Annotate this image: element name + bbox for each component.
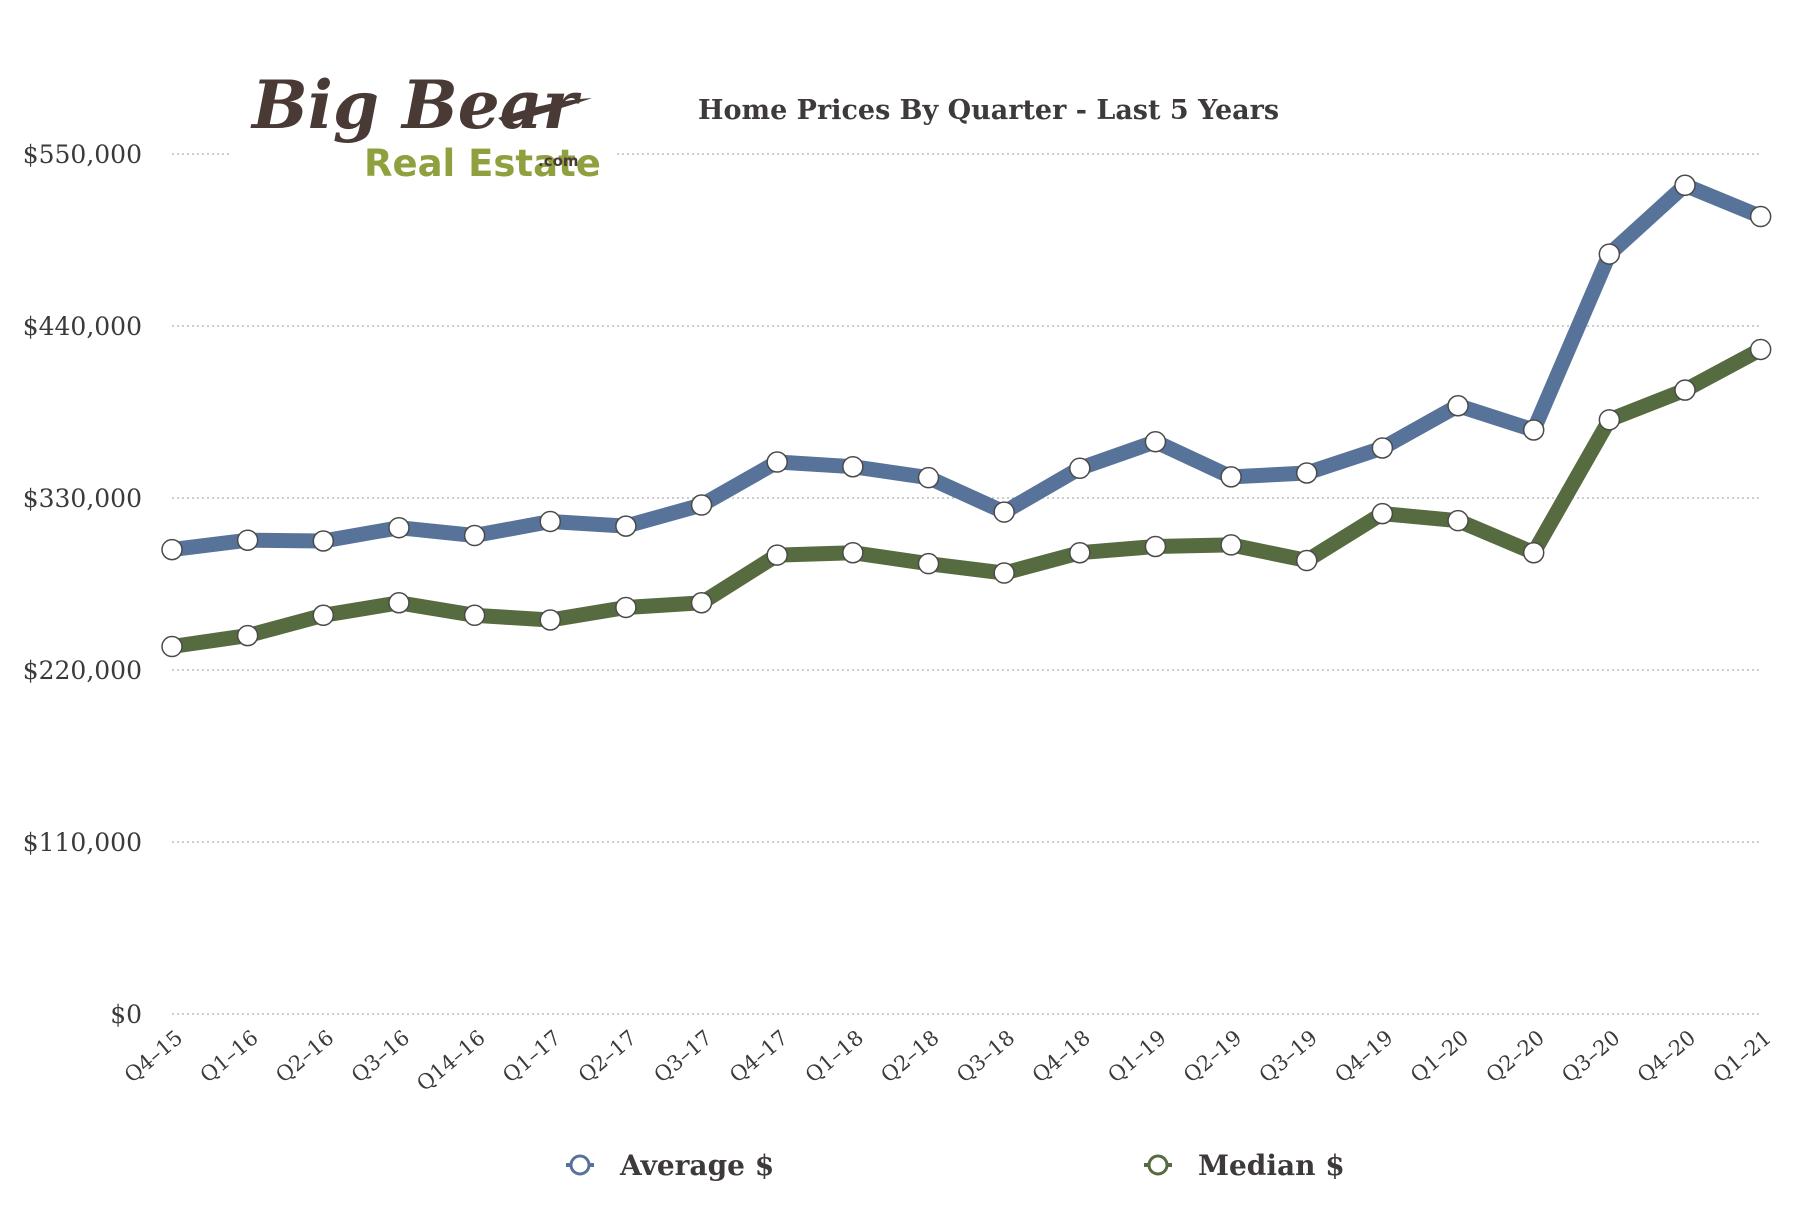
data-point-median: [1522, 541, 1545, 564]
data-point-median: [1144, 535, 1167, 558]
data-point-average: [1220, 466, 1242, 488]
data-point-average: [842, 455, 864, 478]
data-point-median: [1069, 541, 1091, 564]
data-point-average: [1522, 419, 1545, 441]
data-point-median: [1371, 502, 1394, 525]
x-tick-label: Q2–18: [876, 1025, 943, 1087]
data-point-average: [917, 466, 940, 489]
data-point-average: [766, 451, 788, 473]
logo-real-estate: Real Estate: [364, 142, 601, 185]
data-point-average: [463, 524, 486, 547]
x-tick-label: Q3–20: [1557, 1025, 1624, 1087]
series-line-median: [164, 342, 1769, 654]
data-point-average: [615, 515, 637, 537]
data-point-average: [1447, 394, 1469, 417]
big-bear-logo: Big Bear Real Estate .com: [232, 66, 614, 185]
x-tick-label: Q4–20: [1633, 1025, 1700, 1087]
x-tick-label: Q3–16: [347, 1025, 414, 1087]
x-tick-label: Q3–17: [649, 1025, 716, 1087]
data-point-median: [312, 604, 335, 627]
y-tick-label: $220,000: [23, 656, 142, 685]
data-point-average: [690, 494, 713, 516]
logo-big-bear: Big Bear: [250, 66, 582, 144]
data-point-median: [161, 635, 183, 658]
logo-swoosh: [498, 98, 592, 124]
x-tick-label: Q2–16: [271, 1025, 338, 1087]
x-tick-label: Q4–19: [1330, 1025, 1397, 1087]
data-point-average: [993, 501, 1015, 523]
gridlines: [172, 153, 1762, 1015]
data-point-average: [1598, 243, 1621, 265]
series-average: [161, 174, 1772, 561]
series-median: [161, 338, 1772, 658]
data-point-average: [388, 516, 410, 539]
x-tick-label: Q1–20: [1406, 1025, 1473, 1087]
y-axis-ticks: $0 $110,000 $220,000 $330,000 $440,000 $550,0…: [23, 140, 142, 1029]
legend-item-average: Average $: [566, 1149, 774, 1182]
data-point-median: [766, 544, 788, 566]
data-point-average: [312, 530, 335, 552]
y-tick-label: $550,000: [23, 140, 142, 169]
data-point-median: [463, 604, 486, 627]
data-point-average: [1069, 457, 1091, 480]
legend-average-label: Average $: [619, 1149, 774, 1182]
data-point-median: [1447, 509, 1469, 532]
y-tick-label: $0: [110, 1000, 142, 1029]
x-tick-label: Q14–16: [412, 1025, 490, 1096]
data-point-median: [690, 592, 713, 614]
x-tick-label: Q1–16: [195, 1025, 262, 1087]
data-point-median: [1749, 338, 1772, 361]
data-point-median: [993, 562, 1015, 584]
data-point-median: [917, 552, 940, 575]
series-line-average: [164, 177, 1769, 558]
data-point-median: [539, 609, 561, 631]
data-point-median: [1598, 409, 1621, 431]
data-point-median: [236, 624, 259, 647]
y-tick-label: $440,000: [23, 312, 142, 341]
data-point-average: [236, 529, 259, 551]
chart-title: Home Prices By Quarter - Last 5 Years: [698, 95, 1279, 126]
x-tick-label: Q1–17: [498, 1025, 565, 1087]
x-tick-label: Q1–19: [1103, 1025, 1170, 1087]
data-point-average: [539, 510, 561, 533]
legend-average-marker-icon: [569, 1154, 591, 1176]
legend-median-label: Median $: [1198, 1149, 1345, 1182]
data-point-median: [615, 596, 637, 619]
y-tick-label: $110,000: [23, 828, 142, 857]
y-tick-label: $330,000: [23, 484, 142, 513]
x-tick-label: Q2–19: [1179, 1025, 1246, 1087]
x-tick-label: Q3–18: [952, 1025, 1019, 1087]
x-tick-label: Q2–20: [1482, 1025, 1549, 1087]
x-tick-label: Q2–17: [574, 1025, 641, 1087]
x-tick-label: Q4–17: [725, 1025, 792, 1087]
x-tick-label: Q4–18: [1028, 1025, 1095, 1087]
x-tick-label: Q1–18: [801, 1025, 868, 1087]
data-point-average: [1144, 430, 1167, 453]
data-point-median: [1296, 549, 1318, 572]
logo-com: .com: [538, 152, 579, 170]
series: [161, 174, 1772, 658]
x-tick-label: Q4–15: [120, 1025, 187, 1087]
legend-median-marker-icon: [1147, 1154, 1169, 1176]
data-point-average: [1371, 437, 1394, 459]
data-point-average: [1674, 174, 1696, 197]
data-point-median: [1674, 379, 1696, 401]
legend-item-median: Median $: [1144, 1149, 1345, 1182]
data-point-median: [842, 541, 864, 564]
x-tick-label: Q3–19: [1255, 1025, 1322, 1087]
data-point-average: [1296, 462, 1318, 484]
logo-backdrop: [232, 70, 614, 185]
data-point-average: [1749, 205, 1772, 228]
legend: Average $ Median $: [566, 1149, 1345, 1182]
data-point-median: [1220, 534, 1242, 556]
x-tick-label: Q1–21: [1708, 1025, 1775, 1087]
data-point-median: [388, 592, 410, 614]
data-point-average: [161, 538, 183, 561]
